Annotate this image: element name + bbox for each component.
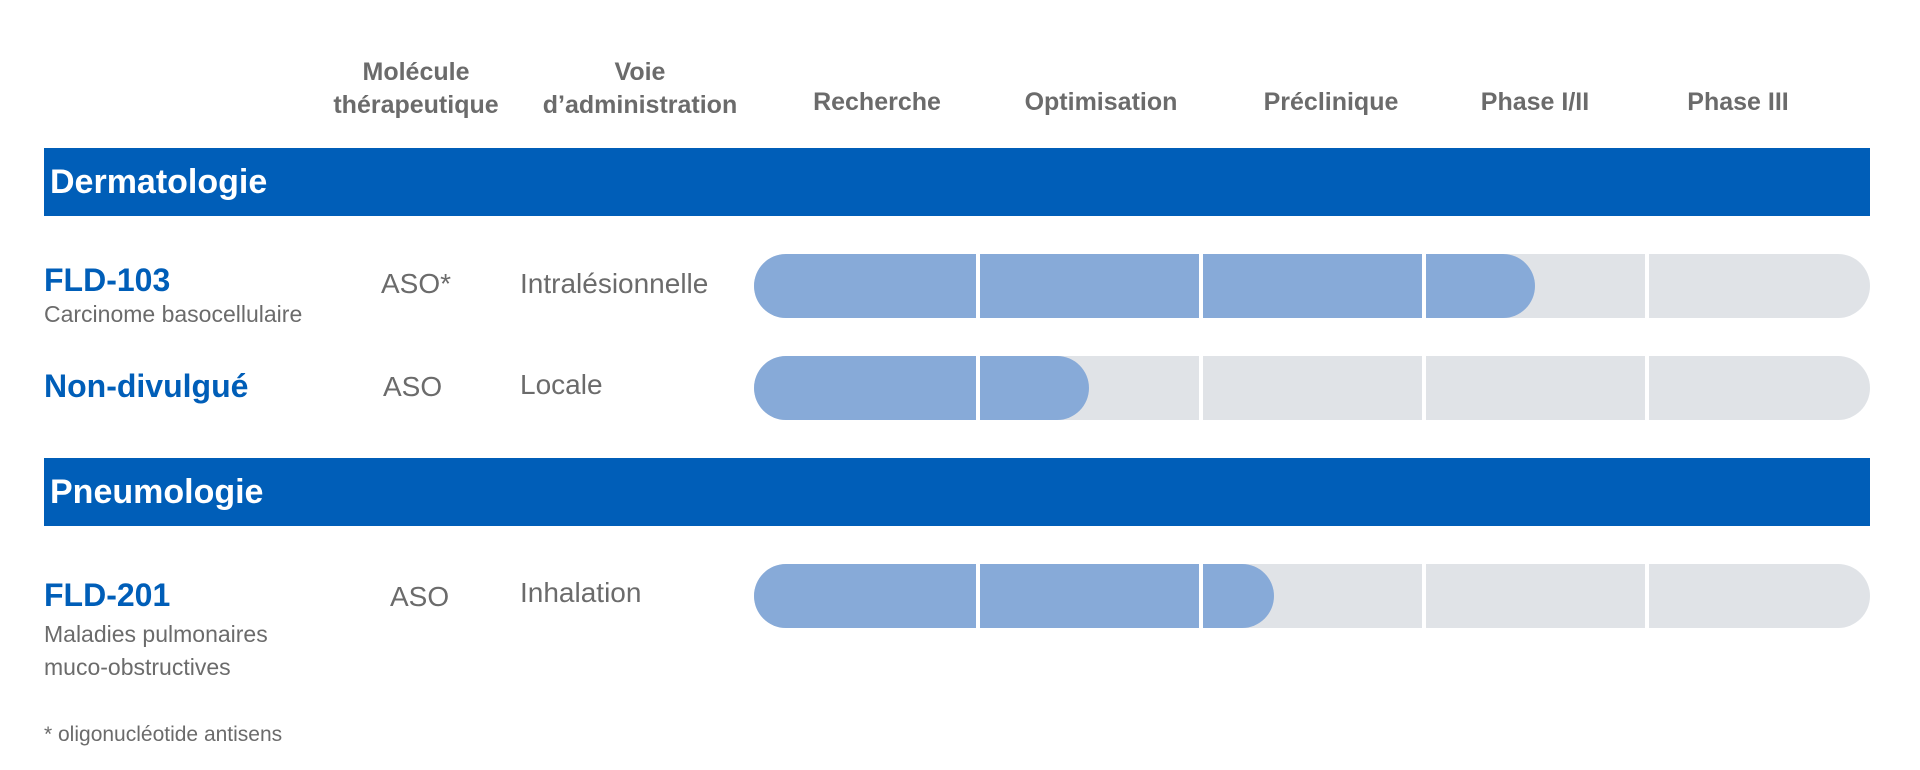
stage-divider	[1645, 254, 1649, 318]
stage-divider	[1199, 356, 1203, 420]
header-molecule-line2: thérapeutique	[333, 91, 499, 119]
stage-divider	[976, 356, 980, 420]
header-stage-optimisation: Optimisation	[1024, 88, 1178, 116]
route-fld-103: Intralésionnelle	[520, 268, 709, 299]
molecule-fld-201: ASO	[390, 581, 450, 612]
molecule-fld-103: ASO*	[381, 268, 452, 299]
product-name-fld-103: FLD-103	[44, 262, 171, 298]
stage-divider	[1422, 564, 1426, 628]
header-molecule-line1: Molécule	[362, 58, 470, 86]
product-indication-fld-103: Carcinome basocellulaire	[44, 301, 303, 327]
route-non-divulgue: Locale	[520, 369, 603, 400]
molecule-non-divulgue: ASO	[383, 371, 443, 402]
progress-track-non-divulgue	[754, 356, 1870, 420]
stage-divider	[976, 564, 980, 628]
product-name-non-divulgue: Non-divulgué	[44, 368, 249, 404]
stage-divider	[1199, 254, 1203, 318]
header-stage-phase-1-2: Phase I/II	[1480, 88, 1590, 116]
stage-divider	[1422, 254, 1426, 318]
header-stage-recherche: Recherche	[813, 88, 941, 116]
footnote: * oligonucléotide antisens	[44, 723, 283, 746]
section-band-dermatologie: Dermatologie	[44, 148, 1870, 216]
header-molecule: Molécule thérapeutique	[306, 56, 526, 122]
stage-divider	[1199, 564, 1203, 628]
stage-divider	[976, 254, 980, 318]
product-indication-fld-201-line2: muco-obstructives	[44, 654, 231, 680]
product-name-fld-201: FLD-201	[44, 577, 171, 613]
progress-bar-fld-103	[754, 254, 1535, 318]
progress-bar-fld-201	[754, 564, 1274, 628]
header-stage-preclinique: Préclinique	[1263, 88, 1399, 116]
header-route-line2: d’administration	[542, 91, 738, 119]
header-stage-phase-3: Phase III	[1687, 88, 1789, 116]
product-indication-fld-201-line1: Maladies pulmonaires	[44, 621, 268, 647]
stage-divider	[1422, 356, 1426, 420]
progress-bar-non-divulgue	[754, 356, 1089, 420]
header-route: Voie d’administration	[530, 56, 750, 122]
section-band-pneumologie: Pneumologie	[44, 458, 1870, 526]
progress-track-fld-201	[754, 564, 1870, 628]
header-route-line1: Voie	[614, 58, 666, 86]
stage-divider	[1645, 564, 1649, 628]
stage-divider	[1645, 356, 1649, 420]
progress-track-fld-103	[754, 254, 1870, 318]
route-fld-201: Inhalation	[520, 577, 642, 608]
